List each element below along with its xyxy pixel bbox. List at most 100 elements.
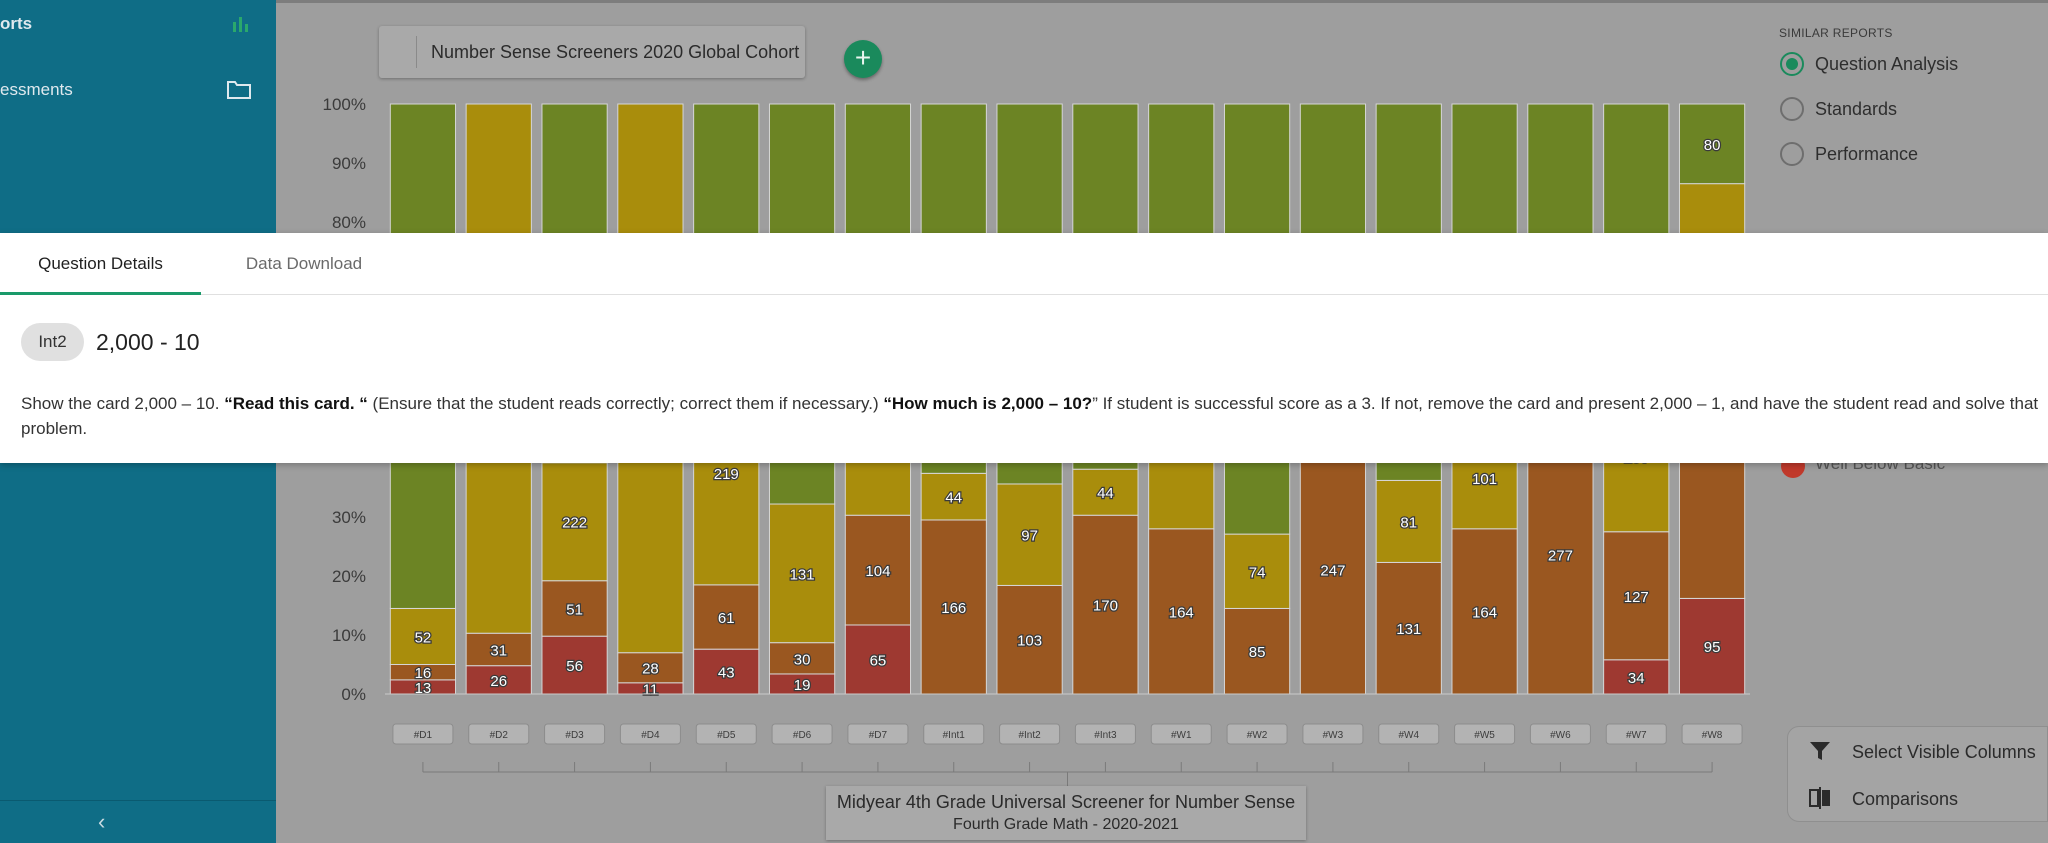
tab-data-download[interactable]: Data Download	[245, 254, 363, 273]
radio-label: Standards	[1815, 99, 1898, 119]
sidebar-item-label: orts	[0, 14, 33, 33]
bar-segment[interactable]	[920, 472, 987, 521]
bar-segment[interactable]	[1375, 561, 1442, 695]
category-label: #W1	[1171, 730, 1192, 741]
radio-standards[interactable]: Standards	[1779, 95, 2039, 125]
bar-data-label: 97	[1021, 528, 1038, 545]
category-chip[interactable]	[1302, 723, 1364, 745]
bar-data-label: 34	[1628, 670, 1645, 687]
category-chip[interactable]	[771, 723, 833, 745]
bar-segment[interactable]	[1148, 103, 1215, 235]
bar-segment[interactable]	[1375, 479, 1442, 563]
add-cohort-button[interactable]: +	[844, 40, 882, 78]
question-details-panel: Question Details Data Download Int2 2,00…	[0, 233, 2048, 463]
assessment-caption[interactable]: Midyear 4th Grade Universal Screener for…	[826, 786, 1306, 840]
tool-label: Select Visible Columns	[1852, 742, 2036, 762]
category-label: #W4	[1398, 730, 1419, 741]
tab-question-details[interactable]: Question Details	[0, 233, 201, 295]
comparisons-button[interactable]: Comparisons	[1788, 776, 2048, 822]
category-label: #D1	[414, 730, 433, 741]
category-chip[interactable]	[1378, 723, 1440, 745]
bar-segment[interactable]	[1148, 528, 1215, 695]
y-tick-label: 0%	[341, 685, 366, 704]
category-chip[interactable]	[544, 723, 606, 745]
bar-segment[interactable]	[693, 584, 760, 650]
filter-icon	[1808, 739, 1832, 768]
question-code-badge: Int2	[21, 323, 84, 361]
desc-bold: “Read this card. “	[224, 394, 368, 413]
category-chip[interactable]	[1226, 723, 1288, 745]
bar-segment[interactable]	[844, 514, 912, 626]
category-chip[interactable]	[1529, 723, 1591, 745]
category-label: #Int1	[943, 730, 966, 741]
chevron-left-icon: ‹	[98, 809, 106, 834]
bar-segment[interactable]	[693, 648, 760, 695]
category-label: #W3	[1323, 730, 1344, 741]
radio-performance[interactable]: Performance	[1779, 140, 2039, 170]
category-label: #Int2	[1018, 730, 1041, 741]
bar-segment[interactable]	[1603, 531, 1670, 661]
bar-data-label: 13	[415, 680, 432, 697]
category-chip[interactable]	[1150, 723, 1212, 745]
cohort-color-swatch	[391, 36, 417, 68]
bar-chart-icon	[230, 12, 252, 39]
sidebar-item-reports[interactable]: orts	[0, 4, 276, 48]
category-label: #D5	[717, 730, 736, 741]
bar-segment[interactable]	[1223, 607, 1291, 695]
bar-segment[interactable]	[1072, 514, 1139, 695]
bar-segment[interactable]	[844, 624, 912, 695]
bar-segment[interactable]	[1678, 597, 1746, 695]
bar-data-label: 31	[490, 642, 507, 659]
y-tick-label: 90%	[332, 154, 366, 173]
category-chip[interactable]	[468, 723, 530, 745]
bar-segment[interactable]	[996, 483, 1063, 586]
bar-segment[interactable]	[617, 652, 684, 684]
bar-data-label: 44	[1097, 485, 1114, 502]
bar-segment[interactable]	[996, 584, 1063, 695]
bar-data-label: 222	[562, 515, 587, 532]
bar-segment[interactable]	[1299, 444, 1367, 695]
category-chip[interactable]	[1074, 723, 1136, 745]
bar-segment[interactable]	[389, 607, 457, 666]
radio-unselected-icon	[1780, 97, 1804, 121]
bar-segment[interactable]	[920, 519, 987, 695]
category-chip[interactable]	[847, 723, 909, 745]
bar-data-label: 85	[1249, 644, 1266, 661]
category-chip[interactable]	[695, 723, 757, 745]
category-chip[interactable]	[1681, 723, 1743, 745]
bar-segment[interactable]	[541, 462, 608, 582]
question-title: 2,000 - 10	[96, 329, 200, 355]
bar-segment[interactable]	[465, 665, 532, 695]
cohort-selector[interactable]: Number Sense Screeners 2020 Global Cohor…	[379, 26, 805, 78]
radio-question-analysis[interactable]: Question Analysis	[1779, 50, 2039, 80]
panel-tabs: Question Details Data Download	[0, 233, 2048, 295]
bar-data-label: 95	[1704, 639, 1721, 656]
bar-data-label: 164	[1472, 604, 1497, 621]
bar-segment[interactable]	[1223, 533, 1291, 609]
sidebar-item-assessments[interactable]: essments	[0, 70, 276, 114]
bar-segment[interactable]	[541, 580, 608, 637]
y-tick-label: 30%	[332, 508, 366, 527]
category-chip[interactable]	[619, 723, 681, 745]
category-chip[interactable]	[999, 723, 1061, 745]
cohort-label: Number Sense Screeners 2020 Global Cohor…	[431, 42, 800, 62]
category-chip[interactable]	[392, 723, 454, 745]
bar-data-label: 44	[945, 490, 962, 507]
y-tick-label: 100%	[323, 95, 366, 114]
category-chip[interactable]	[1454, 723, 1516, 745]
select-visible-columns-button[interactable]: Select Visible Columns	[1788, 729, 2048, 775]
desc-text: (Ensure that the student reads correctly…	[367, 394, 884, 413]
plus-icon: +	[854, 42, 872, 73]
bar-data-label: 170	[1093, 598, 1118, 615]
collapse-sidebar-button[interactable]: ‹	[0, 800, 276, 843]
bar-data-label: 74	[1249, 564, 1266, 581]
bar-segment[interactable]	[768, 642, 836, 675]
bar-data-label: 28	[642, 661, 659, 678]
bar-data-label: 131	[1396, 621, 1421, 638]
category-chip[interactable]	[1605, 723, 1667, 745]
bar-segment[interactable]	[1678, 103, 1746, 185]
category-chip[interactable]	[923, 723, 985, 745]
bar-segment[interactable]	[465, 632, 532, 667]
bar-segment[interactable]	[541, 635, 608, 695]
y-tick-label: 20%	[332, 567, 366, 586]
